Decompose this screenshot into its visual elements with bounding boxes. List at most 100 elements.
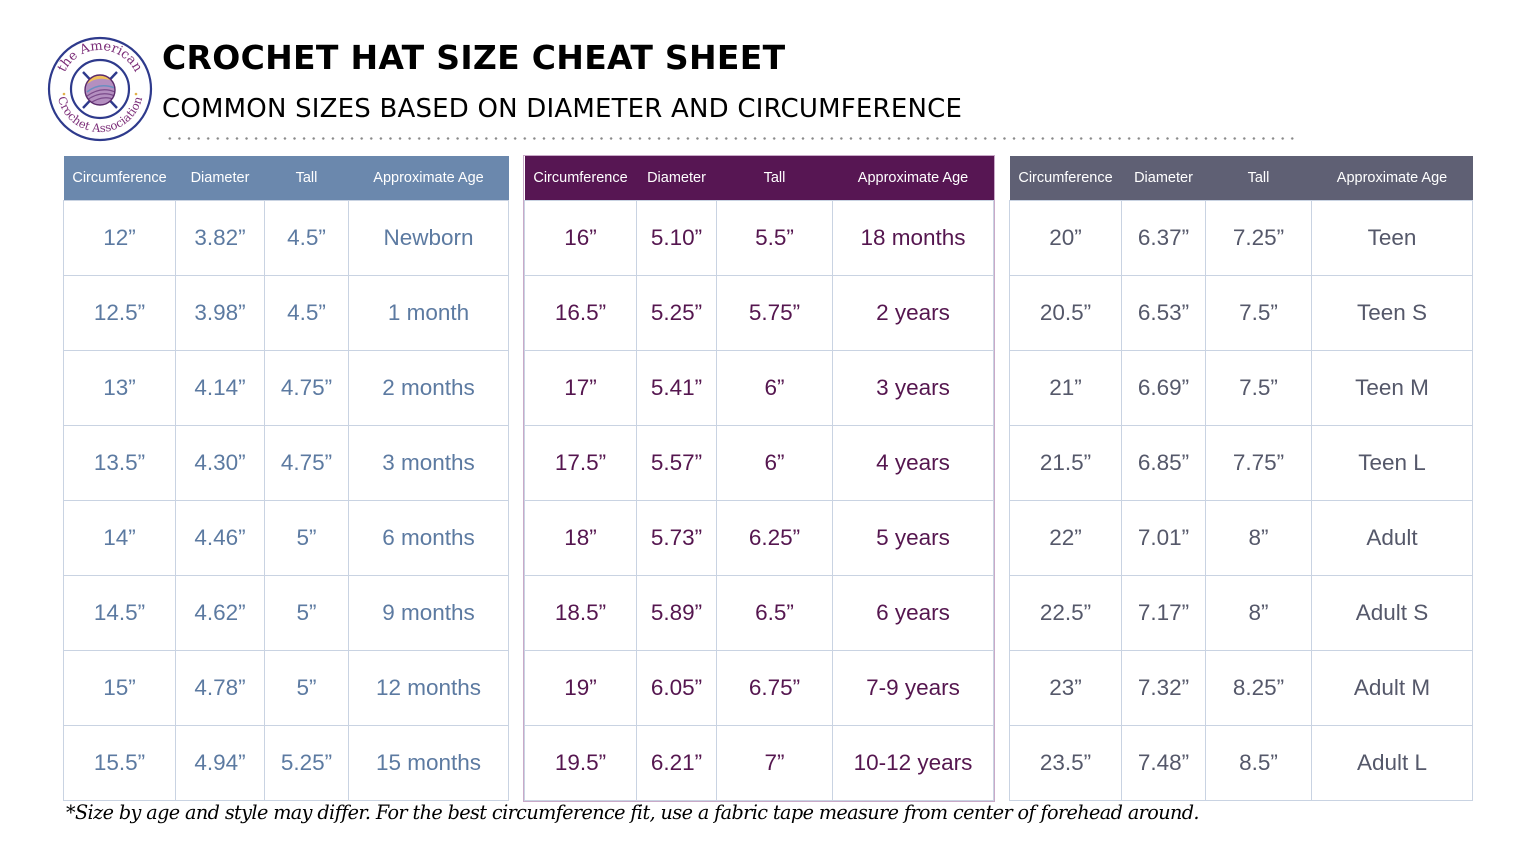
cell-age: 7-9 years: [832, 650, 994, 726]
cell-circumference: 19.5”: [524, 725, 637, 801]
cell-tall: 7”: [716, 725, 833, 801]
cell-tall: 7.25”: [1205, 200, 1312, 276]
table-row: 17” 5.41” 6” 3 years: [524, 350, 994, 426]
cell-age: 12 months: [348, 650, 509, 726]
cell-circumference: 20”: [1009, 200, 1122, 276]
cell-circumference: 16”: [524, 200, 637, 276]
cell-diameter: 5.57”: [636, 425, 717, 501]
table-row: 19” 6.05” 6.75” 7-9 years: [524, 650, 994, 726]
cell-age: Teen L: [1311, 425, 1473, 501]
dotted-divider: [165, 137, 1297, 140]
cell-circumference: 23.5”: [1009, 725, 1122, 801]
cell-age: Teen: [1311, 200, 1473, 276]
american-crochet-association-logo: the American Crochet Association: [47, 36, 153, 142]
column-header-approximate-age: Approximate Age: [348, 156, 509, 201]
cell-circumference: 18”: [524, 500, 637, 576]
table-row: 12.5” 3.98” 4.5” 1 month: [63, 275, 509, 351]
cell-tall: 5”: [264, 650, 349, 726]
cell-diameter: 7.32”: [1121, 650, 1206, 726]
table-row: 20” 6.37” 7.25” Teen: [1009, 200, 1473, 276]
cell-age: 4 years: [832, 425, 994, 501]
table-header-row: Circumference Diameter Tall Approximate …: [524, 156, 994, 201]
column-header-circumference: Circumference: [63, 156, 176, 201]
cell-circumference: 14”: [63, 500, 176, 576]
cell-tall: 6”: [716, 425, 833, 501]
cell-age: Adult S: [1311, 575, 1473, 651]
cell-diameter: 6.85”: [1121, 425, 1206, 501]
cell-diameter: 5.25”: [636, 275, 717, 351]
table-header-row: Circumference Diameter Tall Approximate …: [1009, 156, 1473, 201]
cell-circumference: 22”: [1009, 500, 1122, 576]
cell-diameter: 6.53”: [1121, 275, 1206, 351]
cell-age: 6 months: [348, 500, 509, 576]
table-header-row: Circumference Diameter Tall Approximate …: [63, 156, 509, 201]
page-title: CROCHET HAT SIZE CHEAT SHEET: [162, 38, 786, 77]
size-table-child: Circumference Diameter Tall Approximate …: [523, 155, 995, 802]
table-row: 16” 5.10” 5.5” 18 months: [524, 200, 994, 276]
cell-circumference: 12”: [63, 200, 176, 276]
yarn-ball-crossed-hooks-icon: the American Crochet Association: [47, 36, 153, 142]
cell-circumference: 14.5”: [63, 575, 176, 651]
table-row: 17.5” 5.57” 6” 4 years: [524, 425, 994, 501]
cell-diameter: 7.01”: [1121, 500, 1206, 576]
cell-tall: 8.5”: [1205, 725, 1312, 801]
column-header-approximate-age: Approximate Age: [1311, 156, 1473, 201]
cell-tall: 5.5”: [716, 200, 833, 276]
cell-age: 6 years: [832, 575, 994, 651]
column-header-diameter: Diameter: [636, 156, 717, 201]
cell-age: Adult: [1311, 500, 1473, 576]
cell-circumference: 21.5”: [1009, 425, 1122, 501]
cell-tall: 5”: [264, 500, 349, 576]
cell-age: Teen M: [1311, 350, 1473, 426]
cell-circumference: 12.5”: [63, 275, 176, 351]
column-header-circumference: Circumference: [524, 156, 637, 201]
cell-age: 10-12 years: [832, 725, 994, 801]
column-header-tall: Tall: [716, 156, 833, 201]
cell-age: Newborn: [348, 200, 509, 276]
cell-age: 15 months: [348, 725, 509, 801]
cell-age: 2 months: [348, 350, 509, 426]
cell-diameter: 4.30”: [175, 425, 265, 501]
cell-diameter: 4.46”: [175, 500, 265, 576]
cell-circumference: 21”: [1009, 350, 1122, 426]
cell-diameter: 4.78”: [175, 650, 265, 726]
table-row: 23” 7.32” 8.25” Adult M: [1009, 650, 1473, 726]
table-row: 15.5” 4.94” 5.25” 15 months: [63, 725, 509, 801]
cell-circumference: 15”: [63, 650, 176, 726]
cell-tall: 4.5”: [264, 200, 349, 276]
table-row: 18” 5.73” 6.25” 5 years: [524, 500, 994, 576]
cell-diameter: 5.41”: [636, 350, 717, 426]
cell-tall: 4.75”: [264, 350, 349, 426]
cell-circumference: 17.5”: [524, 425, 637, 501]
table-row: 14” 4.46” 5” 6 months: [63, 500, 509, 576]
cell-diameter: 6.69”: [1121, 350, 1206, 426]
column-header-circumference: Circumference: [1009, 156, 1122, 201]
table-row: 13.5” 4.30” 4.75” 3 months: [63, 425, 509, 501]
cell-diameter: 7.48”: [1121, 725, 1206, 801]
cell-diameter: 5.10”: [636, 200, 717, 276]
table-row: 15” 4.78” 5” 12 months: [63, 650, 509, 726]
cell-diameter: 5.73”: [636, 500, 717, 576]
cell-circumference: 13”: [63, 350, 176, 426]
table-row: 16.5” 5.25” 5.75” 2 years: [524, 275, 994, 351]
column-header-tall: Tall: [1205, 156, 1312, 201]
column-header-tall: Tall: [264, 156, 349, 201]
table-row: 22” 7.01” 8” Adult: [1009, 500, 1473, 576]
cell-diameter: 7.17”: [1121, 575, 1206, 651]
size-table-infant: Circumference Diameter Tall Approximate …: [63, 156, 509, 801]
table-row: 20.5” 6.53” 7.5” Teen S: [1009, 275, 1473, 351]
table-row: 13” 4.14” 4.75” 2 months: [63, 350, 509, 426]
cell-tall: 7.5”: [1205, 350, 1312, 426]
cell-age: 18 months: [832, 200, 994, 276]
cell-circumference: 20.5”: [1009, 275, 1122, 351]
cell-circumference: 23”: [1009, 650, 1122, 726]
cell-tall: 6.25”: [716, 500, 833, 576]
table-row: 12” 3.82” 4.5” Newborn: [63, 200, 509, 276]
table-row: 14.5” 4.62” 5” 9 months: [63, 575, 509, 651]
table-row: 23.5” 7.48” 8.5” Adult L: [1009, 725, 1473, 801]
cell-diameter: 4.62”: [175, 575, 265, 651]
cell-circumference: 19”: [524, 650, 637, 726]
cell-age: 2 years: [832, 275, 994, 351]
column-header-approximate-age: Approximate Age: [832, 156, 994, 201]
cell-circumference: 13.5”: [63, 425, 176, 501]
